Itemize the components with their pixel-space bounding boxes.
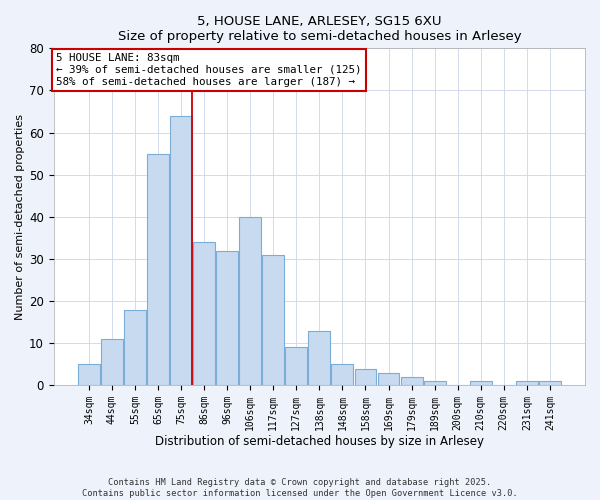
X-axis label: Distribution of semi-detached houses by size in Arlesey: Distribution of semi-detached houses by …: [155, 434, 484, 448]
Text: 5 HOUSE LANE: 83sqm
← 39% of semi-detached houses are smaller (125)
58% of semi-: 5 HOUSE LANE: 83sqm ← 39% of semi-detach…: [56, 54, 362, 86]
Bar: [286, 348, 307, 386]
Bar: [193, 242, 215, 386]
Bar: [424, 381, 446, 386]
Bar: [539, 381, 561, 386]
Bar: [308, 330, 331, 386]
Y-axis label: Number of semi-detached properties: Number of semi-detached properties: [15, 114, 25, 320]
Bar: [516, 381, 538, 386]
Bar: [101, 339, 123, 386]
Bar: [331, 364, 353, 386]
Bar: [239, 217, 261, 386]
Bar: [401, 377, 422, 386]
Bar: [170, 116, 192, 386]
Bar: [78, 364, 100, 386]
Bar: [355, 368, 376, 386]
Bar: [470, 381, 491, 386]
Bar: [147, 154, 169, 386]
Bar: [262, 255, 284, 386]
Bar: [377, 372, 400, 386]
Title: 5, HOUSE LANE, ARLESEY, SG15 6XU
Size of property relative to semi-detached hous: 5, HOUSE LANE, ARLESEY, SG15 6XU Size of…: [118, 15, 521, 43]
Bar: [124, 310, 146, 386]
Text: Contains HM Land Registry data © Crown copyright and database right 2025.
Contai: Contains HM Land Registry data © Crown c…: [82, 478, 518, 498]
Bar: [216, 250, 238, 386]
